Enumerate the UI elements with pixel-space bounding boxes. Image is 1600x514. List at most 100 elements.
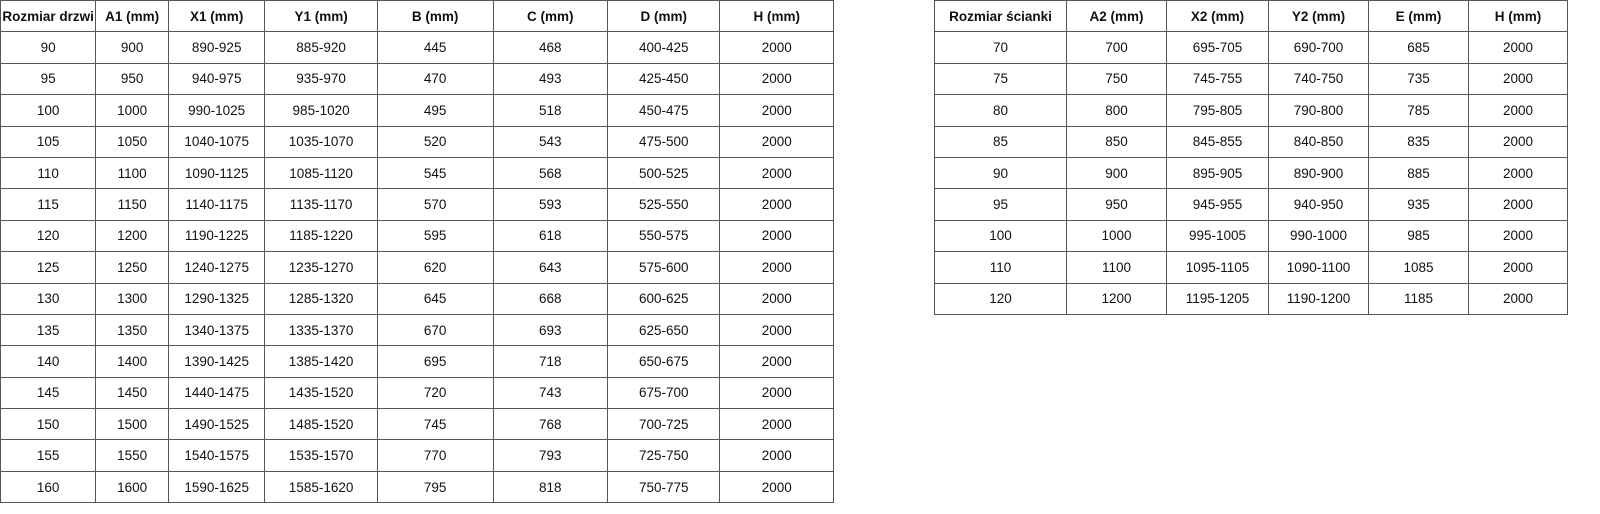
column-header: B (mm) [376, 0, 494, 33]
table-cell: 1240-1275 [167, 251, 266, 284]
column-header: H (mm) [719, 0, 834, 33]
table-cell: 1535-1570 [264, 439, 378, 472]
table-cell: 120 [0, 219, 97, 253]
table-row: 110 1100 1090-1125 1085-1120 545 568 500-525 20… [0, 156, 834, 190]
table-row: 120 1200 1190-1225 1185-1220 595 618 550-575 20… [0, 219, 834, 253]
table-cell: 935-970 [264, 62, 378, 96]
table-cell: 125 [0, 251, 97, 284]
table-row: 155 1550 1540-1575 1535-1570 770 793 725-750 20… [0, 439, 834, 472]
table-row: 115 1150 1140-1175 1135-1170 570 593 525-550 20… [0, 188, 834, 221]
table-cell: 100 [934, 219, 1067, 253]
table-cell: 1185-1220 [264, 219, 378, 253]
table-cell: 1500 [95, 408, 169, 441]
table-cell: 130 [0, 282, 97, 315]
table-cell: 1390-1425 [167, 345, 266, 378]
table-cell: 2000 [719, 31, 834, 64]
table-cell: 2000 [1468, 94, 1568, 127]
table-cell: 2000 [719, 188, 834, 221]
table-row: 135 1350 1340-1375 1335-1370 670 693 625-650 20… [0, 313, 834, 347]
table-row: 105 1050 1040-1075 1035-1070 520 543 475-500 20… [0, 125, 834, 158]
table-cell: 1350 [95, 313, 169, 347]
table-cell: 1040-1075 [167, 125, 266, 158]
table-cell: 940-950 [1268, 188, 1369, 221]
table-cell: 2000 [719, 345, 834, 378]
table-cell: 2000 [719, 125, 834, 158]
table-cell: 85 [934, 125, 1067, 158]
table-cell: 545 [376, 156, 494, 190]
column-header: A1 (mm) [95, 0, 169, 33]
table-cell: 1000 [1066, 219, 1167, 253]
table-cell: 1095-1105 [1166, 251, 1269, 284]
table-row: 120 1200 1195-1205 1190-1200 1185 2000 [934, 282, 1568, 315]
table-cell: 1085-1120 [264, 156, 378, 190]
table-cell: 800 [1066, 94, 1167, 127]
table-cell: 475-500 [607, 125, 721, 158]
table-row: 160 1600 1590-1625 1585-1620 795 818 750-775 20… [0, 470, 834, 504]
table-cell: 70 [934, 31, 1067, 64]
table-cell: 1150 [95, 188, 169, 221]
table-row: 75 750 745-755 740-750 735 2000 [934, 62, 1568, 96]
table-cell: 618 [492, 219, 609, 253]
table-cell: 900 [95, 31, 169, 64]
table-cell: 670 [376, 313, 494, 347]
column-header: D (mm) [607, 0, 721, 33]
table-cell: 1185 [1368, 282, 1469, 315]
door-dimensions-table: Rozmiar drzwi A1 (mm) X1 (mm) Y1 (mm) B (mm)… [0, 0, 834, 504]
table-cell: 2000 [719, 282, 834, 315]
table-cell: 770 [376, 439, 494, 472]
table-cell: 568 [492, 156, 609, 190]
table-cell: 110 [934, 251, 1067, 284]
table-cell: 550-575 [607, 219, 721, 253]
table-cell: 900 [1066, 156, 1167, 190]
table-cell: 1085 [1368, 251, 1469, 284]
table-cell: 700 [1066, 31, 1167, 64]
table-cell: 1190-1225 [167, 219, 266, 253]
table-cell: 785 [1368, 94, 1469, 127]
table-cell: 1050 [95, 125, 169, 158]
column-header: C (mm) [492, 0, 609, 33]
table-cell: 1335-1370 [264, 313, 378, 347]
column-header: Rozmiar drzwi [0, 0, 97, 33]
table-cell: 2000 [719, 251, 834, 284]
table-cell: 400-425 [607, 31, 721, 64]
table-row: 110 1100 1095-1105 1090-1100 1085 2000 [934, 251, 1568, 284]
table-cell: 950 [1066, 188, 1167, 221]
table-cell: 1140-1175 [167, 188, 266, 221]
table-cell: 750-775 [607, 470, 721, 504]
table-cell: 1200 [1066, 282, 1167, 315]
table-cell: 645 [376, 282, 494, 315]
table-cell: 643 [492, 251, 609, 284]
table-cell: 1195-1205 [1166, 282, 1269, 315]
table-cell: 745 [376, 408, 494, 441]
table-cell: 2000 [1468, 62, 1568, 96]
table-row: 85 850 845-855 840-850 835 2000 [934, 125, 1568, 158]
table-cell: 890-900 [1268, 156, 1369, 190]
table-cell: 995-1005 [1166, 219, 1269, 253]
table-cell: 885-920 [264, 31, 378, 64]
table-cell: 1300 [95, 282, 169, 315]
table-cell: 1100 [1066, 251, 1167, 284]
table-cell: 468 [492, 31, 609, 64]
table-cell: 725-750 [607, 439, 721, 472]
table-cell: 570 [376, 188, 494, 221]
table-cell: 2000 [719, 376, 834, 410]
table-cell: 985-1020 [264, 94, 378, 127]
column-header: H (mm) [1468, 0, 1568, 33]
table-cell: 2000 [1468, 188, 1568, 221]
table-cell: 1235-1270 [264, 251, 378, 284]
table-cell: 105 [0, 125, 97, 158]
table-cell: 950 [95, 62, 169, 96]
table-cell: 2000 [719, 94, 834, 127]
table-cell: 945-955 [1166, 188, 1269, 221]
table-cell: 740-750 [1268, 62, 1369, 96]
column-header: E (mm) [1368, 0, 1469, 33]
table-row: 130 1300 1290-1325 1285-1320 645 668 600-625 20… [0, 282, 834, 315]
table-cell: 160 [0, 470, 97, 504]
table-cell: 2000 [719, 156, 834, 190]
table-cell: 985 [1368, 219, 1469, 253]
table-cell: 1285-1320 [264, 282, 378, 315]
table-cell: 793 [492, 439, 609, 472]
table-cell: 990-1025 [167, 94, 266, 127]
table-cell: 445 [376, 31, 494, 64]
column-header: X1 (mm) [167, 0, 266, 33]
